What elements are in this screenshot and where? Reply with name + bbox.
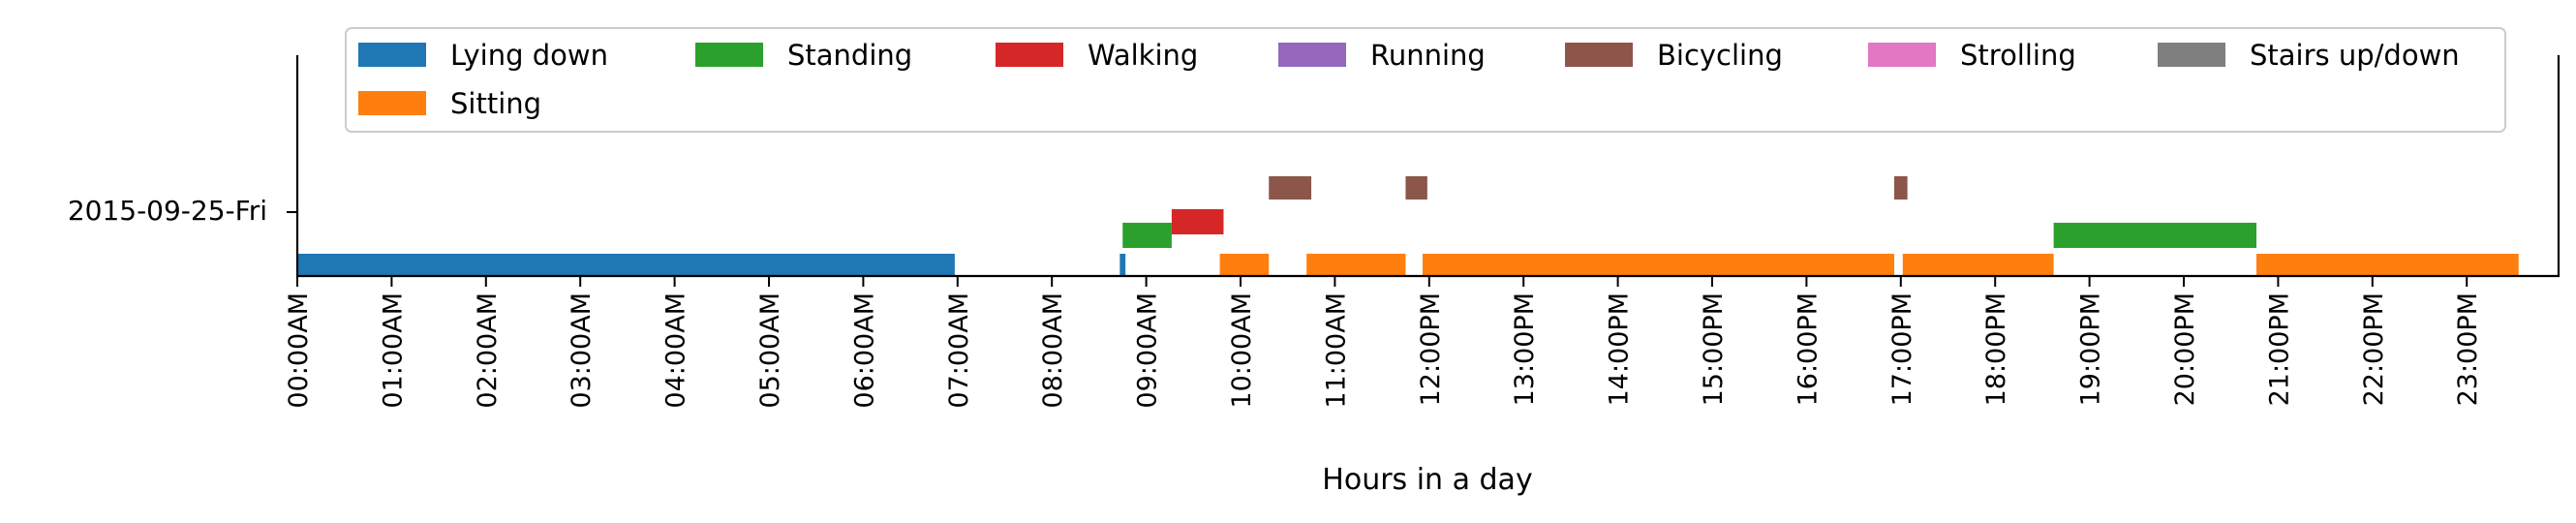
x-tick-label-1: 01:00AM	[378, 292, 408, 409]
bar-bicycling-2	[1893, 176, 1908, 200]
bar-standing-1	[2053, 223, 2256, 248]
x-tick-label-6: 06:00AM	[849, 292, 879, 409]
legend-swatch-strolling	[1868, 43, 1936, 67]
legend-label-standing: Standing	[787, 39, 912, 72]
legend-swatch-sitting	[358, 91, 426, 115]
bar-standing-0	[1122, 223, 1172, 248]
x-tick-label-11: 11:00AM	[1321, 292, 1351, 409]
legend-swatch-walking	[996, 43, 1063, 67]
legend-frame	[345, 27, 2506, 133]
x-tick-label-14: 14:00PM	[1605, 292, 1635, 406]
legend-swatch-running	[1278, 43, 1346, 67]
x-tick-label-5: 05:00AM	[755, 292, 785, 409]
x-tick-label-23: 23:00PM	[2453, 292, 2483, 406]
bar-lying-down-0	[297, 254, 955, 275]
bar-lying-down-1	[1119, 254, 1126, 275]
x-tick-label-17: 17:00PM	[1887, 292, 1917, 406]
legend-swatch-standing	[695, 43, 763, 67]
bar-sitting-4	[2255, 254, 2519, 275]
bar-walking-0	[1171, 209, 1224, 234]
x-axis: 00:00AM 01:00AM 02:00AM 03:00AM 04:00AM 05:00…	[284, 276, 2483, 409]
legend-swatch-bicycling	[1565, 43, 1633, 67]
legend-label-stairs-up-down: Stairs up/down	[2250, 39, 2460, 72]
legend-label-walking: Walking	[1088, 39, 1198, 72]
x-tick-label-2: 02:00AM	[473, 292, 503, 409]
x-tick-label-9: 09:00AM	[1133, 292, 1163, 409]
axes-spines	[295, 55, 2561, 278]
activity-bars	[297, 176, 2519, 275]
legend: Lying down Standing Walking Running Bicyclin…	[345, 27, 2506, 133]
x-tick-label-12: 12:00PM	[1416, 292, 1446, 406]
x-tick-label-4: 04:00AM	[661, 292, 691, 409]
y-axis: 2015-09-25-Fri	[68, 195, 297, 227]
bar-sitting-2	[1422, 254, 1894, 275]
bar-bicycling-0	[1269, 176, 1312, 200]
legend-label-running: Running	[1370, 39, 1486, 72]
x-tick-label-21: 21:00PM	[2264, 292, 2294, 406]
legend-label-strolling: Strolling	[1960, 39, 2076, 72]
legend-label-lying-down: Lying down	[450, 39, 608, 72]
x-tick-label-18: 18:00PM	[1981, 292, 2011, 406]
legend-label-bicycling: Bicycling	[1657, 39, 1783, 72]
legend-swatch-stairs-up-down	[2158, 43, 2225, 67]
x-tick-label-19: 19:00PM	[2076, 292, 2106, 406]
legend-swatch-lying-down	[358, 43, 426, 67]
bar-bicycling-1	[1405, 176, 1427, 200]
y-tick-label-day: 2015-09-25-Fri	[68, 195, 267, 227]
x-tick-label-15: 15:00PM	[1699, 292, 1729, 406]
x-tick-label-3: 03:00AM	[567, 292, 597, 409]
x-tick-label-0: 00:00AM	[284, 292, 314, 409]
axes-frame	[295, 55, 2561, 278]
x-tick-label-8: 08:00AM	[1038, 292, 1068, 409]
legend-label-sitting: Sitting	[450, 87, 541, 120]
bar-sitting-1	[1306, 254, 1406, 275]
x-axis-label: Hours in a day	[1322, 463, 1532, 497]
x-tick-label-16: 16:00PM	[1793, 292, 1823, 406]
x-tick-label-20: 20:00PM	[2170, 292, 2200, 406]
x-tick-label-10: 10:00AM	[1227, 292, 1257, 409]
x-tick-label-22: 22:00PM	[2359, 292, 2389, 406]
x-tick-label-13: 13:00PM	[1510, 292, 1540, 406]
bar-sitting-0	[1219, 254, 1270, 275]
x-tick-label-7: 07:00AM	[944, 292, 974, 409]
bar-sitting-3	[1902, 254, 2054, 275]
